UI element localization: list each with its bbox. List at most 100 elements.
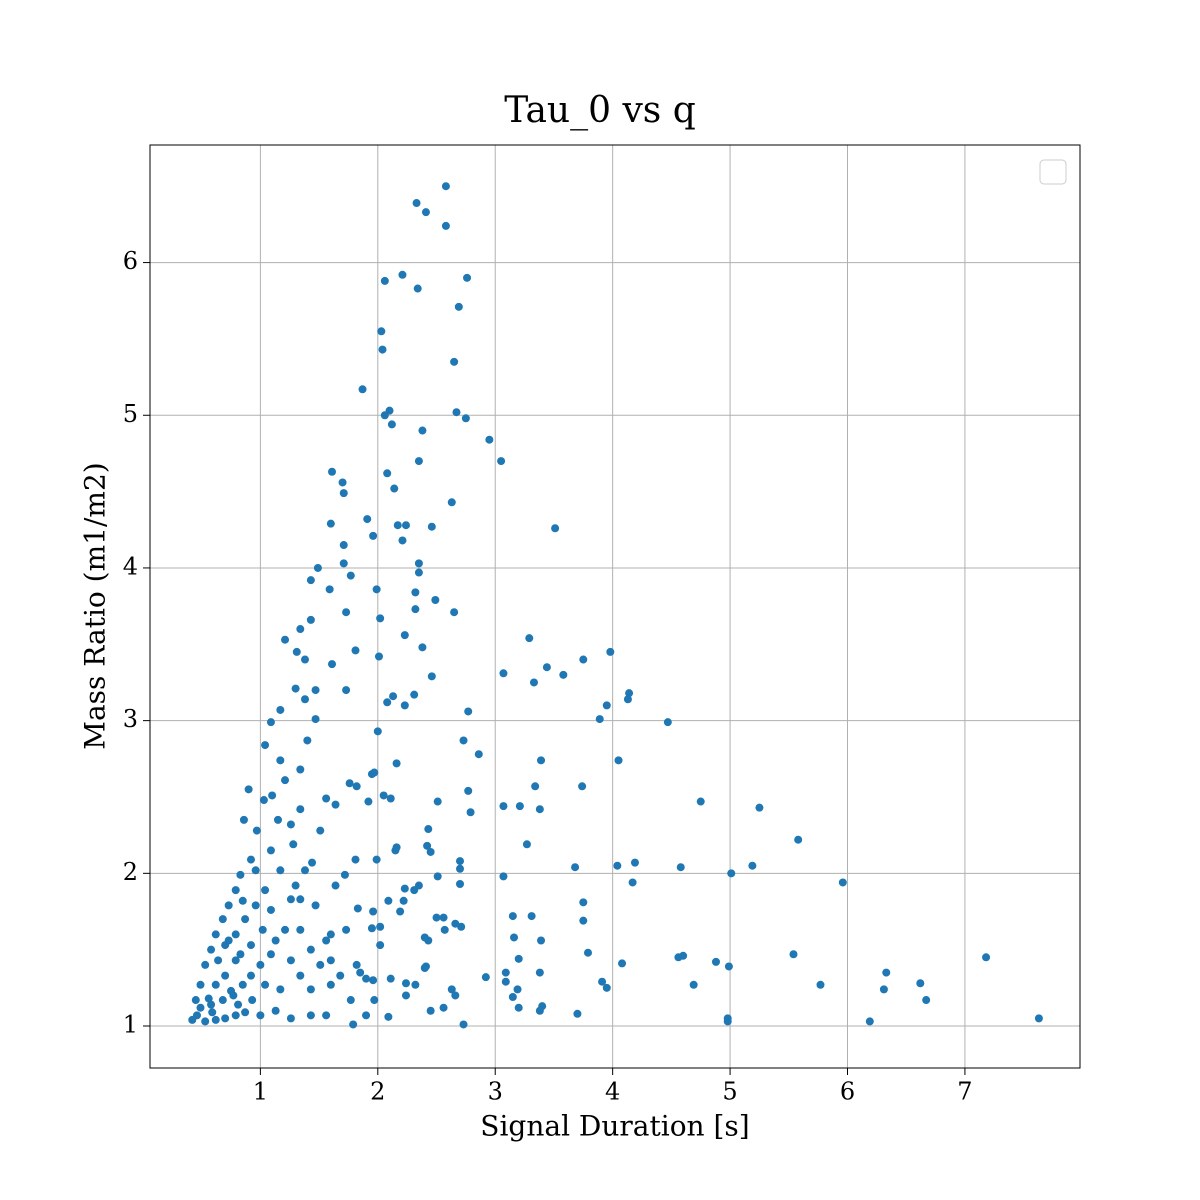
point bbox=[387, 420, 396, 429]
point bbox=[276, 756, 285, 765]
point bbox=[351, 855, 360, 864]
point bbox=[882, 968, 891, 977]
point bbox=[246, 941, 255, 950]
point bbox=[384, 1012, 393, 1021]
point bbox=[326, 980, 335, 989]
point bbox=[356, 968, 365, 977]
point bbox=[497, 457, 506, 466]
point bbox=[340, 870, 349, 879]
point bbox=[207, 945, 216, 954]
point bbox=[325, 585, 334, 594]
point bbox=[231, 886, 240, 895]
point bbox=[386, 974, 395, 983]
point bbox=[311, 715, 320, 724]
point bbox=[301, 655, 309, 664]
point bbox=[241, 1008, 250, 1017]
point bbox=[674, 953, 683, 962]
point bbox=[711, 957, 720, 966]
point bbox=[463, 273, 472, 282]
point bbox=[420, 933, 429, 942]
x-axis-label: Signal Duration [s] bbox=[480, 1110, 749, 1143]
point bbox=[238, 896, 247, 905]
point bbox=[301, 695, 309, 704]
point bbox=[414, 568, 423, 577]
point bbox=[322, 1011, 331, 1020]
point bbox=[401, 991, 410, 1000]
point bbox=[456, 857, 464, 866]
y-tick-label: 3 bbox=[123, 705, 138, 733]
point bbox=[508, 912, 517, 921]
point bbox=[261, 741, 270, 750]
point bbox=[363, 515, 372, 524]
point bbox=[410, 886, 419, 895]
point bbox=[514, 954, 523, 963]
point bbox=[218, 996, 227, 1005]
point bbox=[313, 563, 322, 572]
point bbox=[376, 922, 385, 931]
point bbox=[296, 625, 305, 634]
point bbox=[362, 1011, 371, 1020]
point bbox=[411, 980, 420, 989]
point bbox=[432, 913, 441, 922]
point bbox=[384, 896, 393, 905]
point bbox=[1034, 1014, 1043, 1023]
point bbox=[508, 993, 517, 1001]
point bbox=[454, 302, 463, 311]
point bbox=[579, 916, 588, 925]
point bbox=[372, 585, 381, 594]
point bbox=[296, 971, 305, 980]
point bbox=[400, 701, 409, 710]
point bbox=[537, 756, 546, 765]
point bbox=[231, 930, 240, 939]
point bbox=[301, 866, 309, 875]
x-tick-label: 6 bbox=[840, 1078, 855, 1106]
point bbox=[236, 870, 245, 879]
point bbox=[306, 1011, 315, 1020]
point bbox=[513, 985, 522, 994]
point bbox=[331, 881, 340, 890]
point bbox=[266, 905, 275, 914]
point bbox=[464, 786, 473, 795]
point bbox=[331, 800, 340, 809]
point bbox=[529, 678, 538, 687]
point bbox=[537, 936, 546, 945]
point bbox=[328, 467, 337, 476]
point bbox=[380, 411, 389, 420]
point bbox=[414, 457, 423, 466]
point bbox=[411, 588, 420, 597]
y-axis-label: Mass Ratio (m1/m2) bbox=[79, 462, 112, 749]
point bbox=[342, 925, 351, 934]
point bbox=[271, 1006, 280, 1015]
point bbox=[316, 960, 325, 969]
point bbox=[311, 686, 320, 695]
point bbox=[447, 985, 456, 994]
point bbox=[369, 531, 378, 540]
point bbox=[602, 701, 611, 710]
point bbox=[358, 385, 367, 394]
point bbox=[246, 971, 255, 980]
point bbox=[311, 901, 320, 910]
point bbox=[370, 996, 379, 1005]
point bbox=[342, 686, 351, 695]
point bbox=[256, 1011, 265, 1020]
x-tick-label: 1 bbox=[253, 1078, 268, 1106]
point bbox=[559, 670, 568, 679]
point bbox=[421, 962, 430, 971]
point bbox=[244, 785, 253, 794]
point bbox=[401, 521, 410, 530]
point bbox=[390, 484, 399, 493]
point bbox=[628, 878, 637, 887]
y-tick-label: 2 bbox=[123, 858, 138, 886]
point bbox=[393, 521, 402, 530]
point bbox=[427, 672, 436, 681]
x-tick-label: 4 bbox=[605, 1078, 620, 1106]
point bbox=[418, 643, 427, 652]
point bbox=[281, 635, 290, 644]
point bbox=[367, 924, 376, 933]
point bbox=[379, 791, 388, 800]
point bbox=[389, 692, 398, 701]
point bbox=[501, 977, 510, 986]
point bbox=[531, 782, 540, 791]
point bbox=[583, 948, 592, 957]
point bbox=[261, 886, 270, 895]
